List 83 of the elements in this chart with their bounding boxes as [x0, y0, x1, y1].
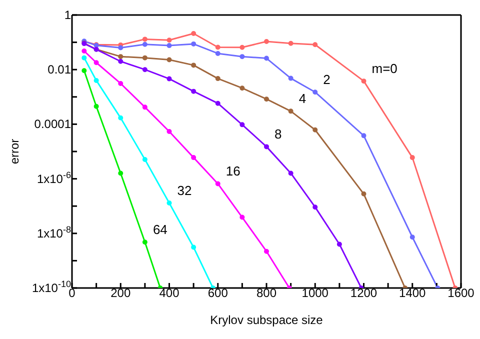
- point: [264, 144, 269, 150]
- point: [82, 68, 87, 74]
- point: [191, 155, 196, 160]
- y-axis-title: error: [7, 138, 22, 164]
- point: [410, 234, 415, 240]
- point: [118, 58, 124, 64]
- point: [142, 55, 148, 60]
- series-label: 16: [226, 164, 240, 179]
- point: [94, 104, 99, 109]
- x-tick-label: 1600: [448, 286, 475, 300]
- point: [288, 76, 294, 81]
- point: [361, 78, 366, 84]
- point: [166, 38, 172, 43]
- point: [240, 44, 245, 50]
- y-tick-label: 1x10$^{-6}$: [36, 170, 71, 186]
- series-label: 64: [152, 222, 168, 238]
- point: [264, 56, 269, 61]
- point: [142, 104, 148, 110]
- x-tick-label: 400: [159, 286, 180, 300]
- point: [191, 88, 196, 94]
- x-tick-label: 800: [256, 286, 277, 300]
- point: [82, 55, 87, 60]
- point: [118, 54, 124, 60]
- point: [240, 54, 245, 60]
- point: [215, 181, 220, 186]
- x-tick-label: 0: [68, 286, 76, 300]
- point: [288, 170, 294, 176]
- point: [312, 127, 318, 132]
- point: [215, 44, 220, 50]
- point: [312, 42, 318, 48]
- point: [166, 43, 172, 48]
- point: [215, 100, 220, 106]
- series-label: 2: [323, 72, 330, 88]
- point: [118, 80, 124, 86]
- point: [312, 204, 318, 210]
- point: [94, 60, 99, 66]
- point: [361, 191, 366, 196]
- point: [94, 78, 99, 83]
- point: [264, 248, 269, 254]
- point: [118, 115, 124, 120]
- point: [118, 45, 124, 50]
- point: [240, 122, 245, 128]
- point: [240, 86, 245, 91]
- point: [215, 50, 220, 56]
- point: [361, 133, 366, 138]
- y-tick-label: 1: [64, 8, 72, 22]
- point: [312, 90, 318, 95]
- series-label: 32: [177, 182, 192, 198]
- x-tick-label: 200: [110, 286, 131, 300]
- point: [82, 48, 87, 54]
- point: [264, 39, 269, 44]
- point: [142, 240, 148, 245]
- point: [142, 36, 148, 42]
- x-tick-label: 600: [208, 286, 228, 300]
- point: [288, 108, 294, 114]
- series-label: m=0: [372, 61, 398, 76]
- series-label: 4: [298, 91, 306, 106]
- x-axis-title: Krylov subspace size: [210, 313, 324, 327]
- point: [215, 76, 220, 82]
- y-tick-label: 1x10$^{-8}$: [36, 224, 71, 240]
- series-label: 8: [274, 126, 282, 142]
- point: [191, 244, 196, 250]
- y-tick-label: 0.0001: [34, 117, 72, 132]
- point: [336, 242, 342, 247]
- point: [166, 57, 172, 62]
- point: [410, 155, 415, 160]
- point: [288, 40, 294, 46]
- x-tick-label: 1200: [350, 286, 378, 300]
- point: [142, 42, 148, 47]
- point: [191, 62, 196, 68]
- point: [142, 156, 148, 162]
- point: [166, 76, 172, 82]
- point: [166, 129, 172, 134]
- point: [118, 170, 124, 176]
- point: [191, 31, 196, 36]
- x-tick-label: 1400: [399, 286, 426, 300]
- point: [264, 96, 269, 102]
- y-tick-label: 0.01: [48, 62, 72, 77]
- point: [166, 200, 172, 206]
- point: [142, 67, 148, 72]
- point: [240, 214, 245, 220]
- point: [191, 41, 196, 46]
- x-tick-label: 1000: [302, 286, 329, 300]
